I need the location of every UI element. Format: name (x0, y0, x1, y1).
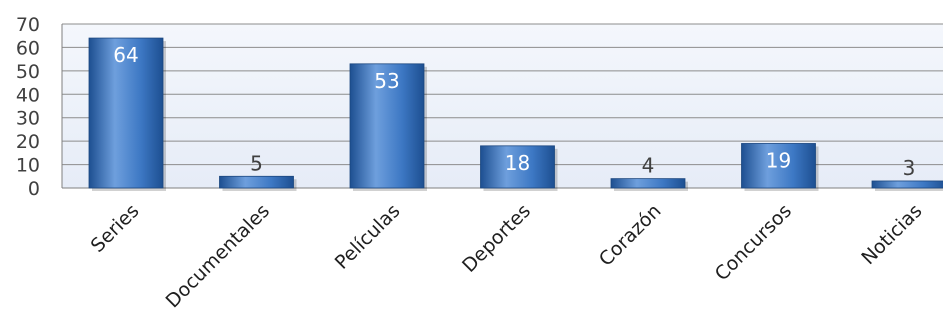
data-label: 53 (374, 69, 399, 93)
bar (88, 37, 164, 189)
bar (349, 63, 425, 189)
data-label: 5 (250, 151, 263, 175)
y-tick-label: 50 (16, 61, 40, 83)
y-tick-label: 0 (28, 178, 40, 200)
data-label: 4 (642, 154, 655, 178)
data-label: 18 (505, 151, 530, 175)
category-label: Concursos (711, 200, 796, 285)
data-label: 3 (903, 156, 916, 180)
y-tick-label: 10 (16, 155, 40, 177)
y-tick-label: 30 (16, 108, 40, 130)
bar (741, 143, 816, 189)
y-tick-label: 40 (16, 84, 40, 106)
category-label: Películas (331, 200, 405, 274)
category-label: Series (87, 200, 144, 257)
bar (871, 180, 943, 189)
category-label: Corazón (595, 200, 666, 271)
data-label: 64 (113, 43, 138, 67)
bar (480, 145, 555, 189)
y-tick-label: 20 (16, 131, 40, 153)
y-tick-label: 70 (16, 14, 40, 36)
category-label: Noticias (857, 200, 926, 269)
category-label: Deportes (458, 200, 535, 277)
category-label: Documentales (162, 200, 274, 312)
data-label: 19 (766, 148, 791, 172)
bar (610, 178, 686, 189)
bar (219, 175, 294, 189)
y-tick-label: 60 (16, 37, 40, 59)
